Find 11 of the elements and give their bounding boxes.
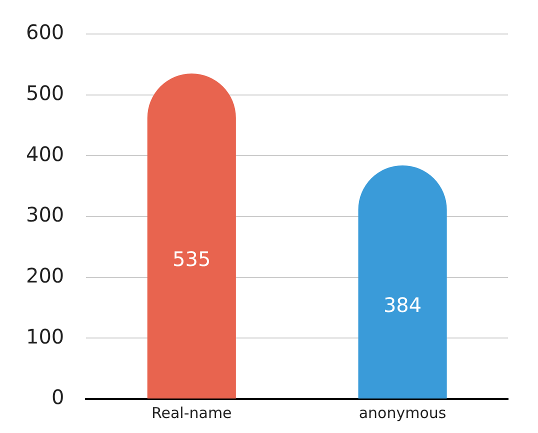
- y-tick-label: 400: [26, 142, 64, 166]
- y-tick-label: 0: [51, 385, 64, 410]
- y-tick-label: 200: [26, 264, 64, 288]
- x-tick-label: Real-name: [151, 404, 232, 422]
- x-tick-label: anonymous: [358, 404, 446, 422]
- y-tick-label: 500: [26, 81, 64, 106]
- data-label: 535: [172, 247, 211, 272]
- y-tick-label: 600: [26, 20, 64, 44]
- y-tick-label: 300: [26, 202, 64, 227]
- data-label: 384: [383, 293, 422, 318]
- y-tick-label: 100: [26, 324, 64, 348]
